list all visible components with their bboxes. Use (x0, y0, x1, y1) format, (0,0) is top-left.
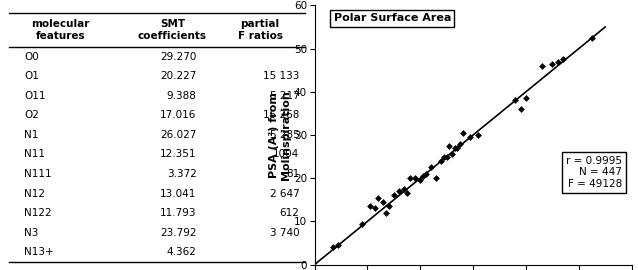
Text: O11: O11 (24, 91, 46, 101)
Point (333, 243, 343, 247)
Text: 29.270: 29.270 (160, 52, 197, 62)
Text: partial
F ratios: partial F ratios (237, 19, 283, 41)
Point (455, 141, 465, 146)
Point (357, 221, 367, 226)
Point (537, 64, 547, 68)
Point (447, 152, 457, 157)
Point (404, 176, 415, 180)
Point (510, 98, 521, 103)
Point (431, 176, 441, 180)
Point (457, 131, 468, 135)
Point (473, 133, 484, 137)
Text: Polar Surface Area: Polar Surface Area (334, 13, 451, 23)
Point (418, 174, 428, 178)
Text: 15 133: 15 133 (263, 71, 299, 81)
Text: molecular
features: molecular features (31, 19, 90, 41)
Text: O0: O0 (24, 52, 40, 62)
Point (402, 191, 412, 195)
Point (558, 57, 568, 62)
Text: 11.793: 11.793 (160, 208, 197, 218)
Text: 3 740: 3 740 (270, 228, 299, 238)
Point (436, 159, 447, 163)
Point (547, 62, 558, 66)
Text: N12: N12 (24, 188, 45, 198)
Text: 17.016: 17.016 (160, 110, 197, 120)
Point (399, 187, 410, 191)
Text: 81: 81 (286, 169, 299, 179)
Text: 15 268: 15 268 (263, 110, 299, 120)
Text: 2 647: 2 647 (269, 188, 299, 198)
Text: 12.351: 12.351 (160, 149, 197, 160)
Text: 612: 612 (279, 208, 299, 218)
Point (389, 193, 399, 198)
Text: N122: N122 (24, 208, 52, 218)
Point (420, 172, 431, 176)
Point (516, 107, 526, 111)
Point (426, 165, 436, 170)
Text: N111: N111 (24, 169, 52, 179)
Point (383, 204, 394, 208)
Text: 9.388: 9.388 (167, 91, 197, 101)
Text: N11: N11 (24, 149, 45, 160)
Point (378, 200, 389, 204)
Point (553, 59, 563, 64)
Text: 23.792: 23.792 (160, 228, 197, 238)
Point (465, 135, 475, 139)
Point (521, 96, 531, 100)
Point (365, 204, 375, 208)
Text: N1: N1 (24, 130, 39, 140)
Text: r = 0.9995
N = 447
F = 49128: r = 0.9995 N = 447 F = 49128 (566, 156, 622, 189)
Text: 5 217: 5 217 (269, 91, 299, 101)
Point (439, 154, 449, 159)
Point (410, 176, 420, 180)
Point (444, 144, 454, 148)
Point (415, 178, 426, 183)
Text: N13+: N13+ (24, 247, 54, 257)
Text: 13.041: 13.041 (160, 188, 197, 198)
Text: 5 285: 5 285 (269, 130, 299, 140)
Text: 1004: 1004 (273, 149, 299, 160)
Text: N3: N3 (24, 228, 39, 238)
Point (394, 189, 404, 193)
Point (441, 154, 452, 159)
Text: 3.372: 3.372 (167, 169, 197, 179)
Text: O2: O2 (24, 110, 40, 120)
Point (450, 146, 460, 150)
Point (452, 146, 463, 150)
Point (381, 211, 391, 215)
Point (328, 245, 338, 249)
Text: SMT
coefficients: SMT coefficients (138, 19, 207, 41)
Text: 26.027: 26.027 (160, 130, 197, 140)
Y-axis label: PSA (A²) from
Molinspiration: PSA (A²) from Molinspiration (269, 90, 291, 180)
Point (370, 206, 380, 211)
Text: 4.362: 4.362 (167, 247, 197, 257)
Point (587, 36, 597, 40)
Point (373, 195, 383, 200)
Text: 20.227: 20.227 (160, 71, 197, 81)
Text: O1: O1 (24, 71, 40, 81)
